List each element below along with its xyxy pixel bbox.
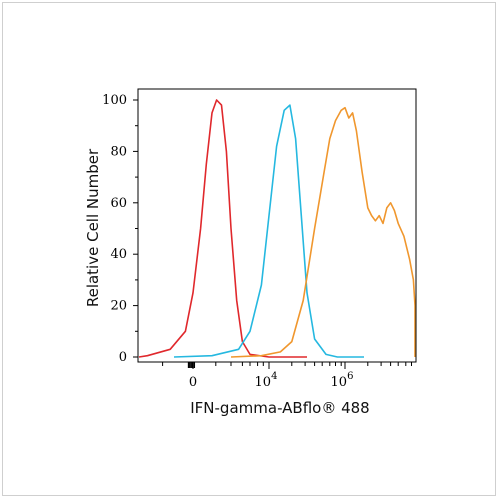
y-tick-label: 100: [102, 93, 127, 108]
y-axis-title: Relative Cell Number: [84, 148, 102, 307]
figure-frame: [2, 2, 496, 496]
series-line-1: [138, 99, 307, 358]
y-axis: 0 20 40 60 80 100: [102, 93, 138, 365]
y-tick-label: 20: [110, 299, 127, 314]
y-tick-label: 0: [119, 350, 127, 365]
x-tick-label: 106: [331, 371, 354, 390]
y-tick-label: 40: [110, 247, 127, 262]
x-axis-title: IFN-gamma-ABflo® 488: [190, 399, 369, 417]
series-line-2: [173, 104, 364, 358]
series-line-3: [230, 106, 416, 358]
y-tick-label: 60: [110, 196, 127, 211]
x-tick-label: 104: [255, 371, 278, 390]
x-tick-label: 0: [189, 375, 197, 390]
y-tick-label: 80: [110, 144, 127, 159]
marks-layer: [138, 99, 416, 358]
x-axis: 0 104 106: [162, 362, 412, 390]
plot-frame: [137, 88, 417, 363]
